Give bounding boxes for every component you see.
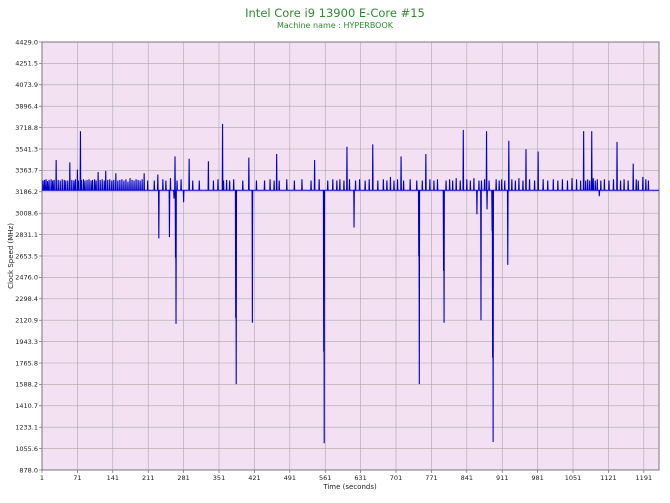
x-tick-label: 491 (284, 474, 296, 482)
y-tick-label: 1943.3 (15, 338, 38, 346)
x-axis-label: Time (seconds) (322, 483, 377, 491)
x-tick-label: 281 (177, 474, 189, 482)
y-tick-label: 2298.4 (15, 295, 38, 303)
x-tick-label: 71 (73, 474, 81, 482)
y-tick-label: 4251.5 (15, 60, 38, 68)
x-tick-label: 841 (461, 474, 473, 482)
y-tick-label: 2120.9 (15, 317, 38, 325)
x-tick-label: 981 (531, 474, 543, 482)
y-tick-label: 3363.7 (15, 167, 38, 175)
x-axis-ticks: 1 71 141 211 281 351 421 491 561 631 701 771 841 911 9… (40, 470, 652, 482)
y-axis-ticks: 4429.0 4251.5 4073.9 3896.4 3718.8 3541.3 3363… (15, 38, 42, 474)
y-tick-label: 1765.8 (15, 359, 38, 367)
y-tick-label: 3896.4 (15, 103, 38, 111)
y-tick-label: 3186.2 (15, 188, 38, 196)
y-tick-label: 1410.7 (15, 402, 38, 410)
x-tick-label: 211 (142, 474, 154, 482)
x-tick-label: 911 (496, 474, 508, 482)
chart-title: Intel Core i9 13900 E-Core #15 (245, 6, 425, 20)
x-tick-label: 1 (40, 474, 44, 482)
y-tick-label: 4073.9 (15, 81, 38, 89)
x-tick-label: 351 (213, 474, 225, 482)
x-tick-label: 141 (107, 474, 119, 482)
y-tick-label: 2831.1 (15, 231, 38, 239)
y-tick-label: 878.0 (19, 466, 38, 474)
clock-speed-line (42, 123, 659, 444)
gridlines (42, 42, 659, 470)
y-tick-label: 4429.0 (15, 38, 38, 46)
y-tick-label: 3718.8 (15, 124, 38, 132)
x-tick-label: 701 (390, 474, 402, 482)
x-tick-label: 1051 (565, 474, 582, 482)
y-tick-label: 2653.5 (15, 252, 38, 260)
x-tick-label: 1191 (636, 474, 653, 482)
x-tick-label: 631 (354, 474, 366, 482)
x-tick-label: 771 (425, 474, 437, 482)
y-axis-label: Clock Speed (MHz) (7, 223, 15, 289)
y-tick-label: 3541.3 (15, 145, 38, 153)
y-tick-label: 3008.6 (15, 210, 38, 218)
x-tick-label: 561 (319, 474, 331, 482)
x-tick-label: 421 (248, 474, 260, 482)
y-tick-label: 1233.1 (15, 424, 38, 432)
chart-subtitle: Machine name : HYPERBOOK (277, 21, 394, 30)
x-tick-label: 1121 (600, 474, 617, 482)
y-tick-label: 1588.2 (15, 381, 38, 389)
y-tick-label: 2476.0 (15, 274, 38, 282)
y-tick-label: 1055.6 (15, 445, 38, 453)
